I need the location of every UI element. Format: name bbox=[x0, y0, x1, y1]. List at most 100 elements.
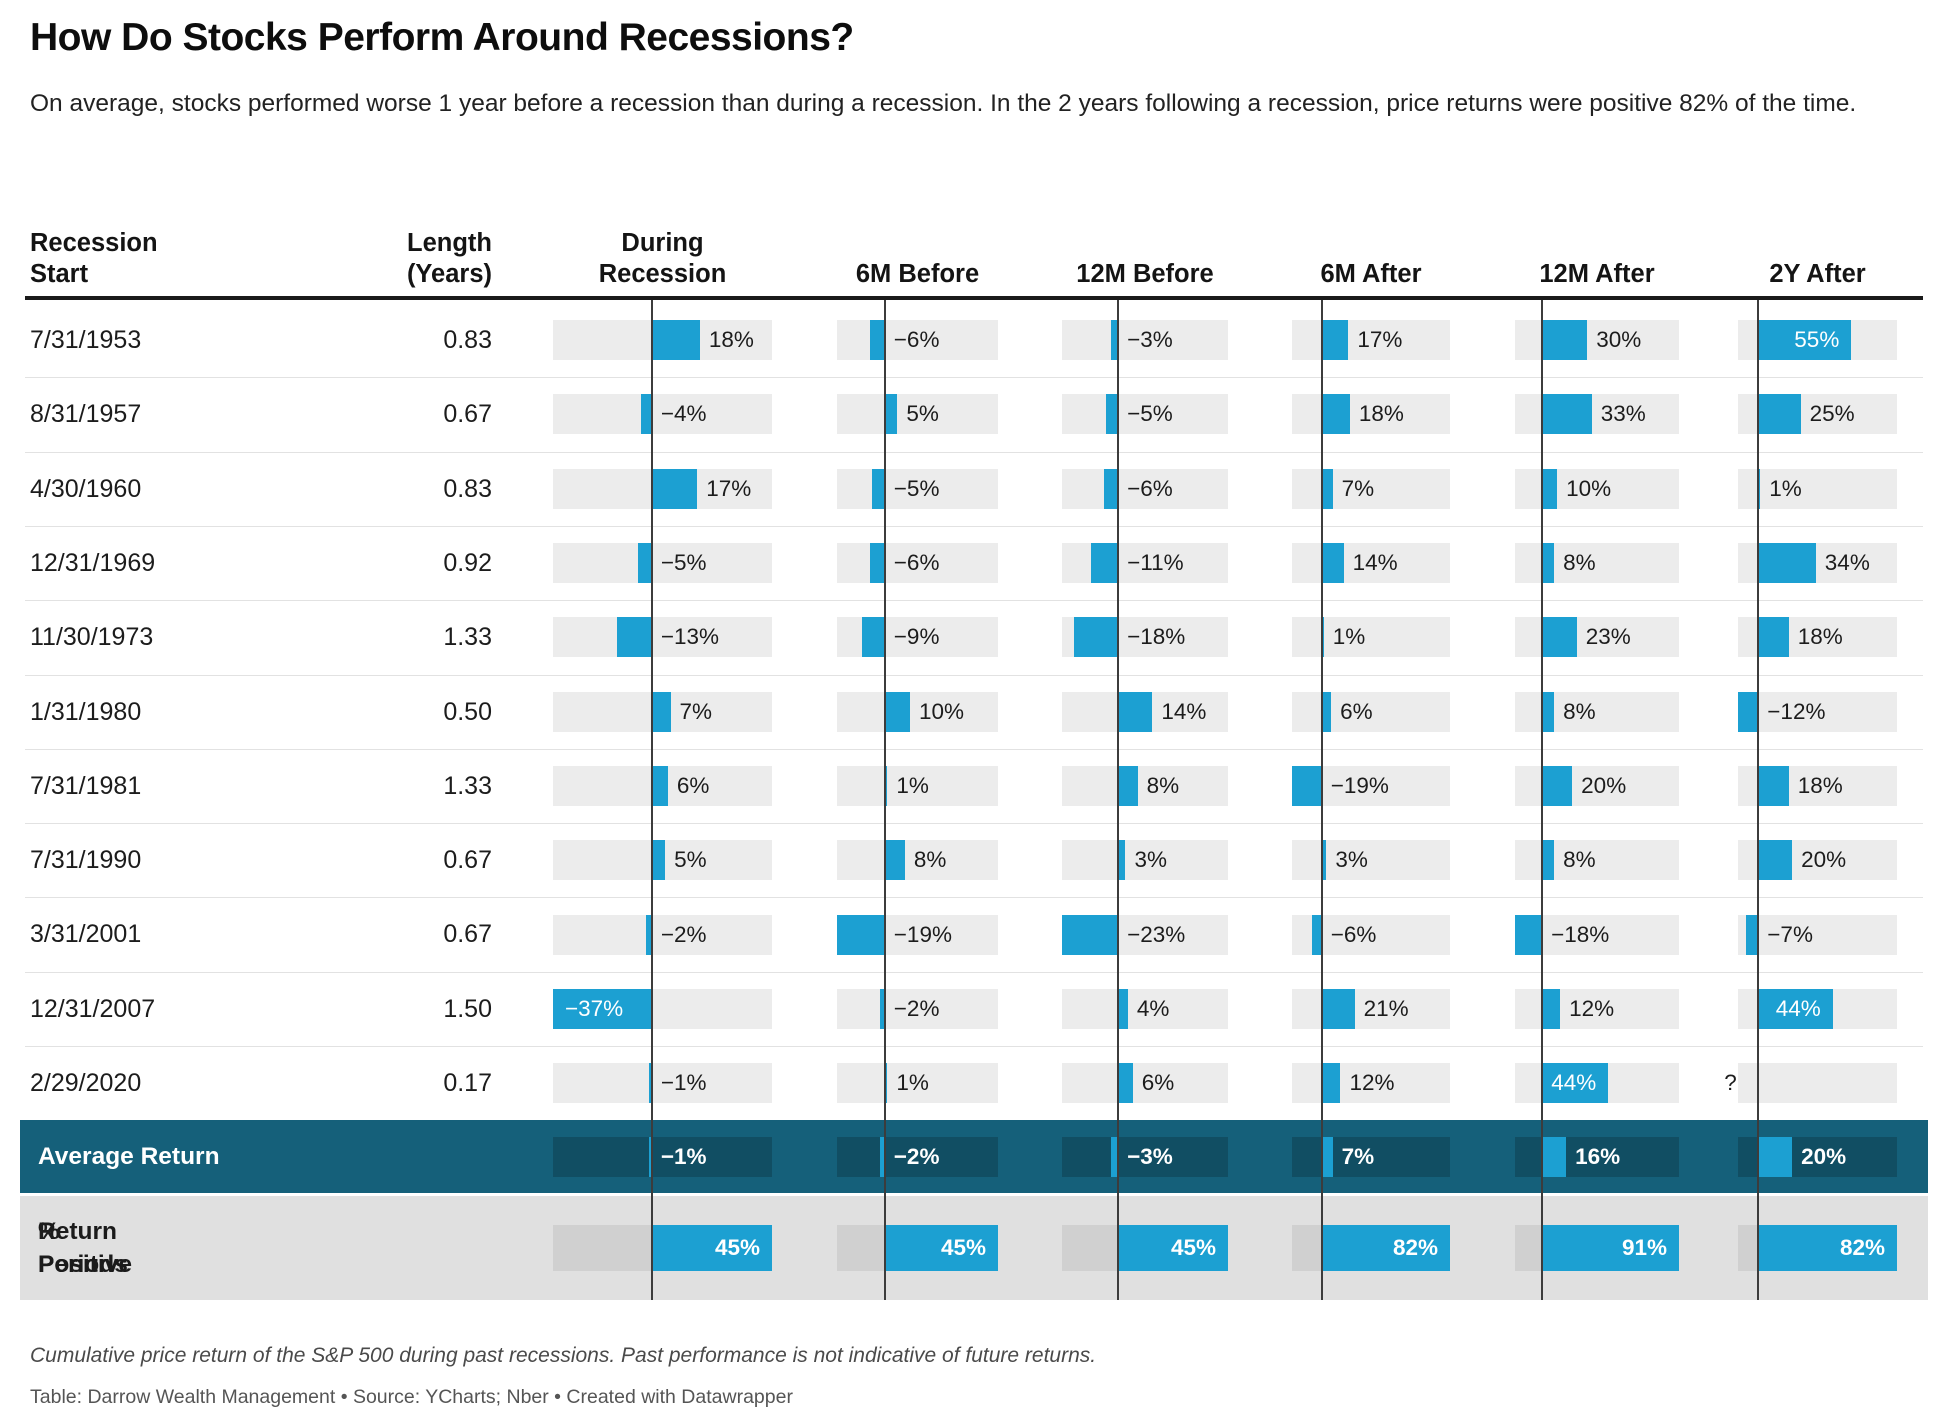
bar-label: −23% bbox=[1127, 921, 1186, 947]
chart-description: On average, stocks performed worse 1 yea… bbox=[30, 90, 1857, 117]
recession-start-value: 7/31/1981 bbox=[30, 771, 142, 800]
bar bbox=[651, 840, 666, 881]
bar-label: 55% bbox=[1794, 327, 1840, 353]
bar bbox=[884, 394, 898, 435]
bar-track bbox=[1515, 691, 1679, 732]
bar bbox=[837, 914, 885, 955]
length-value: 0.67 bbox=[443, 920, 492, 949]
bar-label: 18% bbox=[708, 327, 754, 353]
bar bbox=[1321, 1225, 1450, 1271]
bar-label: −3% bbox=[1127, 1143, 1173, 1169]
bar bbox=[1321, 1136, 1333, 1177]
bar-label: 91% bbox=[1621, 1235, 1667, 1260]
bar-label: −6% bbox=[893, 550, 940, 576]
bar-track bbox=[1292, 320, 1450, 361]
bar-label: −5% bbox=[893, 475, 940, 501]
bar-label: 8% bbox=[1146, 772, 1180, 798]
bar-track bbox=[1738, 914, 1897, 955]
bar bbox=[1542, 988, 1561, 1029]
bar-label: −2% bbox=[893, 1143, 940, 1169]
bar-label: 44% bbox=[1775, 995, 1821, 1021]
row-separator bbox=[25, 823, 1923, 825]
bar bbox=[1103, 468, 1119, 509]
bar bbox=[1515, 914, 1543, 955]
bar bbox=[1312, 914, 1322, 955]
bar-label: −13% bbox=[660, 624, 719, 650]
bar bbox=[1758, 320, 1852, 361]
bar bbox=[1542, 468, 1558, 509]
bar-label: 18% bbox=[1797, 772, 1843, 798]
bar bbox=[1118, 1225, 1228, 1271]
bar-label: 5% bbox=[906, 401, 939, 427]
bar bbox=[862, 617, 885, 658]
bar-label: 34% bbox=[1824, 550, 1870, 576]
bar bbox=[1118, 1063, 1133, 1104]
bar-label: 12% bbox=[1569, 995, 1615, 1021]
bar-label: 6% bbox=[676, 772, 710, 798]
bar-track bbox=[553, 543, 772, 584]
length-value: 0.83 bbox=[443, 326, 492, 354]
average-row-label: Average Return bbox=[38, 1143, 220, 1170]
bar bbox=[1758, 543, 1816, 584]
bar bbox=[1542, 394, 1592, 435]
axis-line bbox=[883, 300, 886, 1300]
recession-start-value: 11/30/1973 bbox=[30, 623, 154, 652]
bar-label: 1% bbox=[896, 1070, 929, 1096]
bar-label: 3% bbox=[1335, 847, 1368, 873]
bar-track bbox=[837, 1063, 998, 1104]
column-header-line: 6M After bbox=[1320, 260, 1422, 288]
length-value: 1.33 bbox=[443, 771, 492, 800]
bar-label: −2% bbox=[893, 995, 940, 1021]
bar bbox=[1542, 543, 1555, 584]
bar bbox=[1542, 320, 1588, 361]
bar bbox=[879, 988, 885, 1029]
bar bbox=[1542, 1225, 1679, 1271]
row-separator bbox=[25, 1046, 1923, 1047]
bar-track bbox=[1292, 691, 1450, 732]
bar bbox=[1321, 691, 1332, 732]
bar-label: −1% bbox=[660, 1070, 707, 1096]
bar bbox=[1074, 617, 1119, 658]
bar-label: −9% bbox=[893, 624, 940, 650]
row-separator bbox=[25, 377, 1923, 379]
bar bbox=[1321, 988, 1355, 1029]
bar-label: 82% bbox=[1839, 1235, 1885, 1260]
bar bbox=[1292, 765, 1322, 806]
column-header-line: During bbox=[621, 229, 704, 257]
column-header-line: Start bbox=[30, 260, 89, 288]
bar bbox=[1321, 543, 1344, 584]
recession-start-value: 4/30/1960 bbox=[30, 474, 142, 503]
bar-label: 4% bbox=[1136, 995, 1170, 1021]
recession-start-value: 1/31/1980 bbox=[30, 697, 142, 726]
bar-label: 44% bbox=[1551, 1070, 1597, 1096]
bar-label: 6% bbox=[1141, 1070, 1175, 1096]
bar bbox=[1746, 914, 1759, 955]
bar-label: 10% bbox=[918, 698, 964, 724]
bar bbox=[872, 468, 885, 509]
chart-title: How Do Stocks Perform Around Recessions? bbox=[30, 16, 854, 59]
bar-label: 25% bbox=[1809, 401, 1855, 427]
bar-track bbox=[1062, 468, 1228, 509]
bar-label: 14% bbox=[1352, 550, 1398, 576]
bar-label: 12% bbox=[1349, 1070, 1395, 1096]
bar bbox=[649, 1136, 652, 1177]
bar-track bbox=[1292, 840, 1450, 881]
bar-track bbox=[837, 691, 998, 732]
bar bbox=[1110, 320, 1119, 361]
bar bbox=[1758, 617, 1789, 658]
bar-label: −4% bbox=[660, 401, 707, 427]
bar-label: −2% bbox=[660, 921, 707, 947]
bar bbox=[1758, 765, 1789, 806]
bar bbox=[884, 840, 905, 881]
bar-track bbox=[837, 320, 998, 361]
bar-label: −5% bbox=[660, 550, 707, 576]
bar-track bbox=[1292, 617, 1450, 658]
axis-line bbox=[1757, 300, 1760, 1300]
bar-label: 7% bbox=[1341, 1143, 1375, 1169]
bar-label: 8% bbox=[1563, 698, 1596, 724]
bar-track bbox=[1738, 468, 1897, 509]
bar-label: 20% bbox=[1581, 772, 1627, 798]
bar bbox=[1758, 1136, 1793, 1177]
recession-start-value: 3/31/2001 bbox=[30, 920, 142, 949]
bar-label: 6% bbox=[1340, 698, 1373, 724]
